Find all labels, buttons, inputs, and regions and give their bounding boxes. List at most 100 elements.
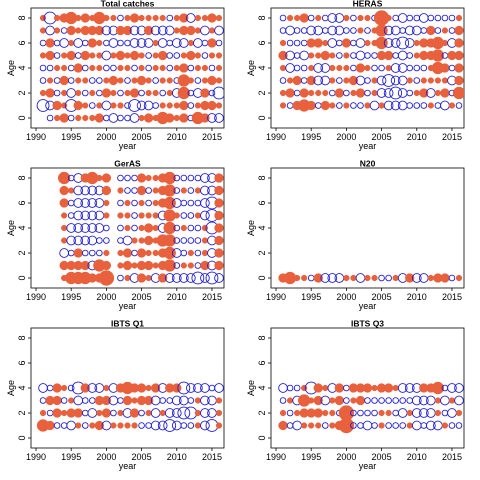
bubble-positive-residual <box>136 173 147 183</box>
bubble-negative-residual <box>194 224 202 232</box>
bubble-positive-residual <box>207 13 217 23</box>
bubble-positive-residual <box>343 64 350 72</box>
x-tick-label: 1990 <box>266 292 286 302</box>
bubble-positive-residual <box>165 113 175 123</box>
bubble-positive-residual <box>45 88 55 98</box>
x-tick-label: 1990 <box>266 132 286 142</box>
bubble-negative-residual <box>364 52 371 59</box>
bubble-negative-residual <box>385 397 392 404</box>
bubble-positive-residual <box>124 64 131 72</box>
bubble-negative-residual <box>350 52 357 59</box>
bubble-negative-residual <box>336 52 343 59</box>
bubble-negative-residual <box>73 235 84 246</box>
bubble-positive-residual <box>136 383 147 393</box>
bubble-positive-residual <box>131 262 138 269</box>
bubble-positive-residual <box>89 114 96 122</box>
bubble-negative-residual <box>418 395 429 406</box>
bubble-negative-residual <box>67 249 75 257</box>
bubble-positive-residual <box>124 212 131 219</box>
bubble-positive-residual <box>441 422 449 429</box>
bubble-positive-residual <box>172 383 182 393</box>
bubble-positive-residual <box>96 174 103 182</box>
bubble-negative-residual <box>124 102 131 109</box>
bubble-negative-residual <box>357 102 364 109</box>
bubble-negative-residual <box>87 198 98 208</box>
bubble-positive-residual <box>214 223 224 233</box>
bubble-positive-residual <box>117 422 124 429</box>
bubble-negative-residual <box>38 383 48 393</box>
panel-geras: GerAS 1990 1995 2000 2005 2010 2015 0 2 4 6 8 year Ag… <box>6 159 225 311</box>
bubble-positive-residual <box>96 64 103 72</box>
bubble-positive-residual <box>427 274 434 282</box>
bubble-negative-residual <box>355 273 366 283</box>
bubble-positive-residual <box>145 409 152 417</box>
y-tick-label: 6 <box>257 360 267 365</box>
bubble-positive-residual <box>101 408 112 418</box>
bubble-negative-residual <box>138 422 145 429</box>
bubble-negative-residual <box>159 89 166 97</box>
bubble-negative-residual <box>285 63 295 73</box>
y-axis-label: Age <box>246 60 256 76</box>
bubble-negative-residual <box>343 27 350 34</box>
y-tick-label: 0 <box>17 435 27 440</box>
y-tick-label: 4 <box>17 225 27 230</box>
bubble-negative-residual <box>307 274 315 282</box>
bubble-negative-residual <box>157 38 168 48</box>
bubble-negative-residual <box>278 383 288 393</box>
bubble-negative-residual <box>187 237 195 244</box>
bubble-negative-residual <box>124 187 131 194</box>
bubble-positive-residual <box>413 52 420 59</box>
bubble-positive-residual <box>75 422 82 429</box>
bubble-negative-residual <box>124 77 131 84</box>
bubble-positive-residual <box>143 25 154 36</box>
bubble-positive-residual <box>441 39 449 47</box>
bubble-negative-residual <box>73 223 84 233</box>
bubble-positive-residual <box>200 260 210 271</box>
bubble-positive-residual <box>322 409 329 417</box>
bubble-positive-residual <box>301 274 308 282</box>
bubble-positive-residual <box>427 102 434 109</box>
bubble-positive-residual <box>39 27 47 34</box>
bubble-positive-residual <box>68 39 75 47</box>
bubble-positive-residual <box>334 88 344 98</box>
bubble-positive-residual <box>163 234 176 247</box>
bubble-positive-residual <box>129 88 140 98</box>
bubble-positive-residual <box>385 409 392 417</box>
bubble-negative-residual <box>163 419 177 432</box>
bubble-layer <box>278 381 464 434</box>
bubble-negative-residual <box>81 89 89 97</box>
x-tick-label: 1995 <box>61 452 81 462</box>
x-tick-label: 2000 <box>336 292 356 302</box>
bubble-positive-residual <box>145 77 152 84</box>
bubble-negative-residual <box>53 52 61 59</box>
bubble-positive-residual <box>329 422 336 429</box>
bubble-positive-residual <box>329 409 336 417</box>
bubble-positive-residual <box>355 88 366 98</box>
bubble-negative-residual <box>73 198 84 208</box>
bubble-negative-residual <box>180 174 188 182</box>
bubble-negative-residual <box>350 27 357 34</box>
bubble-negative-residual <box>157 25 168 36</box>
bubble-negative-residual <box>80 185 91 196</box>
x-tick-label: 2000 <box>336 452 356 462</box>
bubble-positive-residual <box>94 25 104 36</box>
bubble-negative-residual <box>279 27 287 34</box>
bubble-positive-residual <box>279 39 287 47</box>
bubble-negative-residual <box>131 249 138 257</box>
bubble-positive-residual <box>215 409 223 417</box>
bubble-positive-residual <box>441 27 449 34</box>
bubble-negative-residual <box>382 74 396 87</box>
bubble-negative-residual <box>150 408 161 418</box>
bubble-negative-residual <box>66 223 77 233</box>
bubble-positive-residual <box>59 75 69 86</box>
bubble-positive-residual <box>179 100 189 111</box>
bubble-negative-residual <box>357 409 364 417</box>
bubble-negative-residual <box>39 39 47 47</box>
bubble-negative-residual <box>447 408 457 418</box>
bubble-positive-residual <box>117 102 124 109</box>
y-tick-label: 8 <box>257 175 267 180</box>
bubble-negative-residual <box>39 77 47 84</box>
bubble-positive-residual <box>45 50 55 61</box>
bubble-negative-residual <box>406 52 414 59</box>
y-axis-label: Age <box>6 60 16 76</box>
